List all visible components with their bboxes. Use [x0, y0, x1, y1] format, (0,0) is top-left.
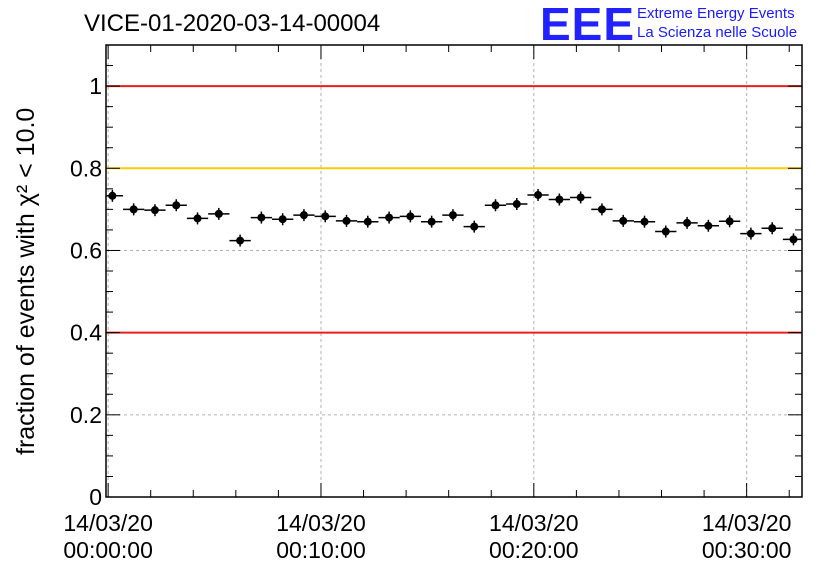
data-point [427, 217, 436, 226]
data-point [576, 193, 585, 202]
data-point [193, 214, 202, 223]
data-point [321, 212, 330, 221]
x-tick-label-time: 00:20:00 [489, 537, 579, 563]
y-tick-label: 0.6 [70, 237, 102, 263]
y-tick-label: 1 [89, 73, 102, 99]
data-point [619, 216, 628, 225]
x-tick-label-time: 00:00:00 [63, 537, 153, 563]
data-point [150, 206, 159, 215]
data-point [683, 218, 692, 227]
data-point [363, 217, 372, 226]
y-tick-label: 0 [89, 484, 102, 510]
y-tick-label: 0.4 [70, 320, 102, 346]
logo-caption-line2: La Scienza nelle Scuole [637, 24, 798, 41]
data-point [236, 236, 245, 245]
plot-frame [105, 44, 803, 498]
data-point [768, 224, 777, 233]
data-point [512, 200, 521, 209]
data-point [597, 205, 606, 214]
y-tick-label: 0.2 [70, 402, 102, 428]
x-tick-label-date: 14/03/20 [63, 510, 153, 536]
data-point [789, 235, 798, 244]
data-point [534, 190, 543, 199]
x-tick-label-time: 00:10:00 [276, 537, 366, 563]
data-point [385, 213, 394, 222]
data-point [129, 205, 138, 214]
x-tick-label-date: 14/03/20 [702, 510, 792, 536]
x-tick-label-time: 00:30:00 [702, 537, 792, 563]
y-tick-label: 0.8 [70, 155, 102, 181]
logo-caption-line1: Extreme Energy Events [637, 5, 795, 22]
data-point [406, 212, 415, 221]
data-point [704, 221, 713, 230]
data-point [725, 217, 734, 226]
data-point [214, 209, 223, 218]
eee-logo: EEE [540, 0, 636, 50]
data-point [491, 201, 500, 210]
data-point [448, 211, 457, 220]
data-point [108, 191, 117, 200]
y-axis-label: fraction of events with χ² < 10.0 [12, 108, 40, 455]
data-point [555, 195, 564, 204]
x-tick-label-date: 14/03/20 [276, 510, 366, 536]
chart-title: VICE-01-2020-03-14-00004 [84, 10, 381, 37]
logo-caption: Extreme Energy Events La Scienza nelle S… [637, 4, 797, 42]
data-point [278, 215, 287, 224]
data-point [257, 213, 266, 222]
data-point [661, 227, 670, 236]
data-point [746, 229, 755, 238]
x-tick-label-date: 14/03/20 [489, 510, 579, 536]
data-point [172, 201, 181, 210]
data-point [342, 216, 351, 225]
data-point [470, 222, 479, 231]
data-point [640, 217, 649, 226]
data-point [299, 211, 308, 220]
